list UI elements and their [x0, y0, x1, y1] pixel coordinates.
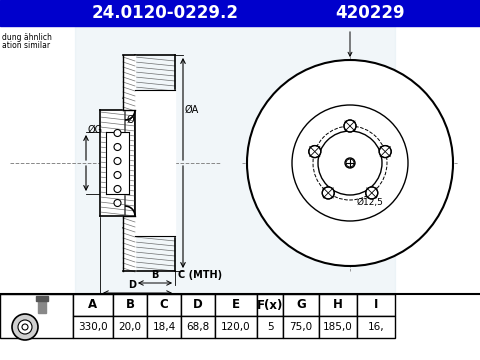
- Text: C (MTH): C (MTH): [178, 270, 222, 280]
- Bar: [0, 0, 480, 26]
- Bar: [357, 294, 395, 316]
- Text: A: A: [88, 298, 97, 311]
- Text: I: I: [374, 298, 378, 311]
- Circle shape: [114, 171, 121, 179]
- Text: Ø104: Ø104: [338, 170, 366, 180]
- Circle shape: [114, 144, 121, 150]
- Text: dung ähnlich: dung ähnlich: [2, 33, 52, 42]
- Circle shape: [366, 187, 378, 199]
- Text: G: G: [296, 298, 306, 311]
- Bar: [73, 316, 113, 338]
- Text: H: H: [333, 298, 343, 311]
- Text: B: B: [125, 298, 134, 311]
- Circle shape: [345, 158, 355, 168]
- Text: C: C: [160, 298, 168, 311]
- Text: 5: 5: [267, 322, 273, 332]
- Text: 18,4: 18,4: [152, 322, 176, 332]
- Circle shape: [322, 187, 334, 199]
- Text: 16,: 16,: [368, 322, 384, 332]
- Circle shape: [379, 145, 391, 158]
- Text: 75,0: 75,0: [289, 322, 312, 332]
- Bar: [0, 294, 73, 338]
- Circle shape: [114, 199, 121, 207]
- Text: ation similar: ation similar: [2, 41, 50, 50]
- Text: D: D: [129, 280, 136, 290]
- Bar: [257, 316, 283, 338]
- Bar: [36, 296, 48, 301]
- Bar: [283, 294, 319, 316]
- Circle shape: [346, 159, 354, 167]
- Circle shape: [114, 130, 121, 136]
- Bar: [215, 316, 257, 338]
- Bar: [319, 294, 357, 316]
- Bar: [113, 294, 147, 316]
- Circle shape: [22, 324, 28, 330]
- Text: D: D: [193, 298, 203, 311]
- Bar: [283, 316, 319, 338]
- Bar: [113, 316, 147, 338]
- Text: F(x): F(x): [257, 298, 283, 311]
- Text: 185,0: 185,0: [323, 322, 353, 332]
- Circle shape: [247, 60, 453, 266]
- Text: 120,0: 120,0: [221, 322, 251, 332]
- Text: 20,0: 20,0: [119, 322, 142, 332]
- Bar: [319, 316, 357, 338]
- Circle shape: [344, 120, 356, 132]
- Text: ATE: ATE: [289, 212, 381, 255]
- Text: 68,8: 68,8: [186, 322, 210, 332]
- Text: ØH: ØH: [127, 115, 142, 125]
- Circle shape: [18, 320, 32, 334]
- Bar: [73, 294, 113, 316]
- Circle shape: [12, 314, 38, 340]
- Circle shape: [309, 145, 321, 158]
- Text: E: E: [232, 298, 240, 311]
- Bar: [38, 297, 46, 313]
- Bar: [147, 294, 181, 316]
- Bar: [75, 26, 395, 294]
- Bar: [181, 316, 215, 338]
- Text: Ø12,5: Ø12,5: [357, 198, 384, 207]
- Circle shape: [114, 185, 121, 193]
- Text: B: B: [151, 270, 159, 280]
- Bar: [181, 294, 215, 316]
- Bar: [215, 294, 257, 316]
- Circle shape: [114, 158, 121, 165]
- Text: 330,0: 330,0: [78, 322, 108, 332]
- Circle shape: [292, 105, 408, 221]
- Text: ØG: ØG: [88, 125, 103, 135]
- Circle shape: [318, 131, 382, 195]
- Text: ØA: ØA: [185, 105, 199, 115]
- Text: 420229: 420229: [335, 4, 405, 22]
- Bar: [147, 316, 181, 338]
- Text: 24.0120-0229.2: 24.0120-0229.2: [92, 4, 239, 22]
- Bar: [257, 294, 283, 316]
- Bar: [357, 316, 395, 338]
